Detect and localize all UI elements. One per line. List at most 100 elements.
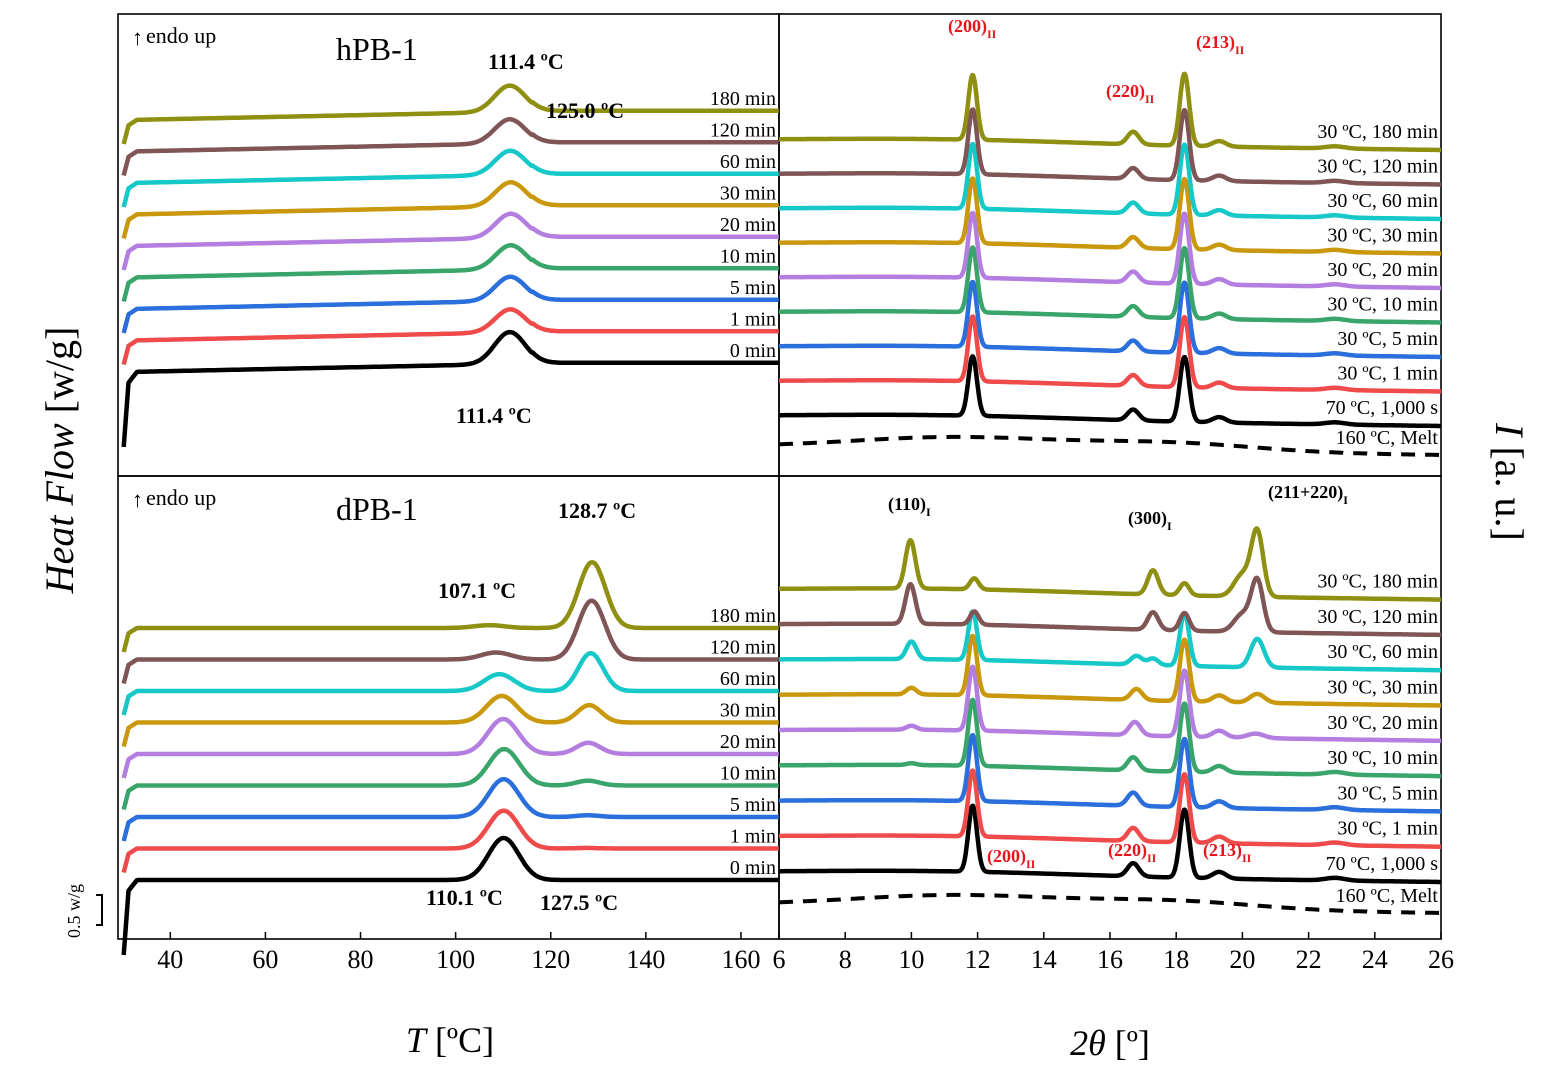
annotation-dpb1-107: 107.1 ºC <box>438 578 516 603</box>
panel-frame-dsc-bottom <box>117 475 780 940</box>
xrd-curve-70-c-1-000-s <box>777 354 1443 429</box>
series-label-30-c-10-min: 30 ºC, 10 min <box>1327 294 1438 316</box>
x-tick-label: 14 <box>1031 945 1057 974</box>
xrd-hpb1-curves <box>777 71 1443 457</box>
series-label-30-c-10-min: 30 ºC, 10 min <box>1327 747 1438 769</box>
x-tick-label: 100 <box>436 945 475 974</box>
series-label-30-c-5-min: 30 ºC, 5 min <box>1337 328 1438 350</box>
series-label-30-min: 30 min <box>720 183 776 205</box>
corner-label-hpb1: endo up <box>146 23 216 48</box>
annotation-dpb1-128: 128.7 ºC <box>558 498 636 523</box>
dsc-curve-1-min <box>121 307 780 366</box>
series-label-1-min: 1 min <box>730 826 776 848</box>
xrd-curve-30-c-30-min <box>777 176 1443 256</box>
series-label-1-min: 1 min <box>730 309 776 331</box>
series-label-5-min: 5 min <box>730 277 776 299</box>
x-tick-label: 80 <box>348 945 374 974</box>
xrd-dpb1-curves <box>777 526 1443 915</box>
xrd-curve-30-c-10-min <box>777 245 1443 325</box>
series-label-160-c-melt: 160 ºC, Melt <box>1336 427 1439 449</box>
annotation-xrd-top-213: (213)II <box>1196 32 1245 57</box>
series-label-180-min: 180 min <box>710 88 776 110</box>
dsc-dpb1-curves <box>121 559 780 956</box>
series-label-30-c-1-min: 30 ºC, 1 min <box>1337 363 1438 385</box>
series-label-180-min: 180 min <box>710 605 776 627</box>
series-label-30-c-180-min: 30 ºC, 180 min <box>1317 121 1438 143</box>
dsc-curve-20-min <box>121 211 780 271</box>
series-label-30-min: 30 min <box>720 700 776 722</box>
dsc-curve-5-min <box>121 776 780 842</box>
dsc-curve-60-min <box>121 650 780 716</box>
series-label-70-c-1-000-s: 70 ºC, 1,000 s <box>1326 397 1439 419</box>
xrd-curve-30-c-120-min <box>777 575 1443 638</box>
series-label-120-min: 120 min <box>710 120 776 142</box>
series-label-60-min: 60 min <box>720 151 776 173</box>
scale-bar-label: 0.5 w/g <box>64 884 84 938</box>
annotation-hpb1-peak-bottom: 111.4 ºC <box>456 403 532 428</box>
xrd-dpb1-series-labels: 160 ºC, Melt 70 ºC, 1,000 s 30 ºC, 1 min 30… <box>1317 571 1438 907</box>
series-label-30-c-60-min: 30 ºC, 60 min <box>1327 190 1438 212</box>
x-tick-label: 8 <box>839 945 852 974</box>
xrd-curve-30-c-180-min <box>777 526 1443 602</box>
dsc-hpb1-series-labels: 0 min 1 min 5 min 10 min 20 min 30 min 60 min 1… <box>710 88 776 362</box>
series-label-60-min: 60 min <box>720 668 776 690</box>
annotation-xrd-bottom-300: (300)I <box>1128 508 1172 533</box>
dsc-curve-0-min <box>121 329 780 448</box>
xrd-curve-30-c-20-min <box>777 664 1443 744</box>
series-label-120-min: 120 min <box>710 637 776 659</box>
series-label-0-min: 0 min <box>730 340 776 362</box>
scale-bar <box>96 894 103 926</box>
dsc-curve-10-min <box>121 243 780 303</box>
xrd-hpb1-series-labels: 160 ºC, Melt 70 ºC, 1,000 s 30 ºC, 1 min 30… <box>1317 121 1438 449</box>
xrd-curve-30-c-60-min <box>777 609 1443 673</box>
series-label-30-c-30-min: 30 ºC, 30 min <box>1327 677 1438 699</box>
dsc-curve-180-min <box>121 83 780 145</box>
x-tick-label: 12 <box>965 945 991 974</box>
series-label-30-c-20-min: 30 ºC, 20 min <box>1327 259 1438 281</box>
x-tick-label: 140 <box>626 945 665 974</box>
series-label-30-c-120-min: 30 ºC, 120 min <box>1317 156 1438 178</box>
xrd-curve-30-c-5-min <box>777 279 1443 360</box>
series-label-20-min: 20 min <box>720 214 776 236</box>
dsc-curve-30-min <box>121 693 780 748</box>
dsc-curve-120-min <box>121 598 780 685</box>
y-axis-label-left: Heat Flow [w/g] <box>37 327 82 595</box>
dsc-curve-1-min <box>121 808 780 874</box>
dsc-curve-30-min <box>121 180 780 240</box>
series-label-160-c-melt: 160 ºC, Melt <box>1336 885 1439 907</box>
annotation-xrd-bottom-220: (220)II <box>1108 840 1157 865</box>
xrd-curve-160-c-melt <box>777 892 1443 915</box>
x-tick-label: 26 <box>1428 945 1454 974</box>
dsc-x-ticks: 40 60 80 100 120 140 160 <box>157 932 760 974</box>
xrd-curve-30-c-1-min <box>777 314 1443 394</box>
endo-up-arrow-icon: ↑ <box>132 487 143 512</box>
annotation-xrd-top-220: (220)II <box>1106 81 1155 106</box>
xrd-curve-30-c-180-min <box>777 71 1443 153</box>
series-label-10-min: 10 min <box>720 246 776 268</box>
annotation-xrd-bottom-200: (200)II <box>987 846 1036 871</box>
x-tick-label: 18 <box>1163 945 1189 974</box>
dsc-curve-5-min <box>121 274 780 334</box>
series-label-30-c-30-min: 30 ºC, 30 min <box>1327 225 1438 247</box>
xrd-curve-30-c-60-min <box>777 141 1443 222</box>
x-tick-label: 20 <box>1229 945 1255 974</box>
annotation-dpb1-127: 127.5 ºC <box>540 890 618 915</box>
xrd-curve-160-c-melt <box>777 434 1443 457</box>
annotation-dpb1-110: 110.1 ºC <box>426 885 503 910</box>
annotation-xrd-bottom-213: (213)II <box>1203 840 1252 865</box>
dsc-dpb1-series-labels: 0 min 1 min 5 min 10 min 20 min 30 min 60 min 1… <box>710 605 776 879</box>
x-axis-label-xrd: 2θ [º] <box>1070 1023 1150 1063</box>
x-tick-label: 24 <box>1362 945 1388 974</box>
x-tick-label: 16 <box>1097 945 1123 974</box>
annotation-xrd-bottom-110: (110)I <box>888 494 931 519</box>
series-label-70-c-1-000-s: 70 ºC, 1,000 s <box>1326 853 1439 875</box>
annotation-hpb1-peak-top: 111.4 ºC <box>488 49 564 74</box>
xrd-curve-70-c-1-000-s <box>777 803 1443 885</box>
annotation-hpb1-125: 125.0 ºC <box>546 98 624 123</box>
dsc-curve-0-min <box>121 835 780 956</box>
series-label-5-min: 5 min <box>730 794 776 816</box>
dsc-hpb1-curves <box>121 83 780 448</box>
series-label-30-c-180-min: 30 ºC, 180 min <box>1317 571 1438 593</box>
title-hpb1: hPB-1 <box>336 31 418 67</box>
